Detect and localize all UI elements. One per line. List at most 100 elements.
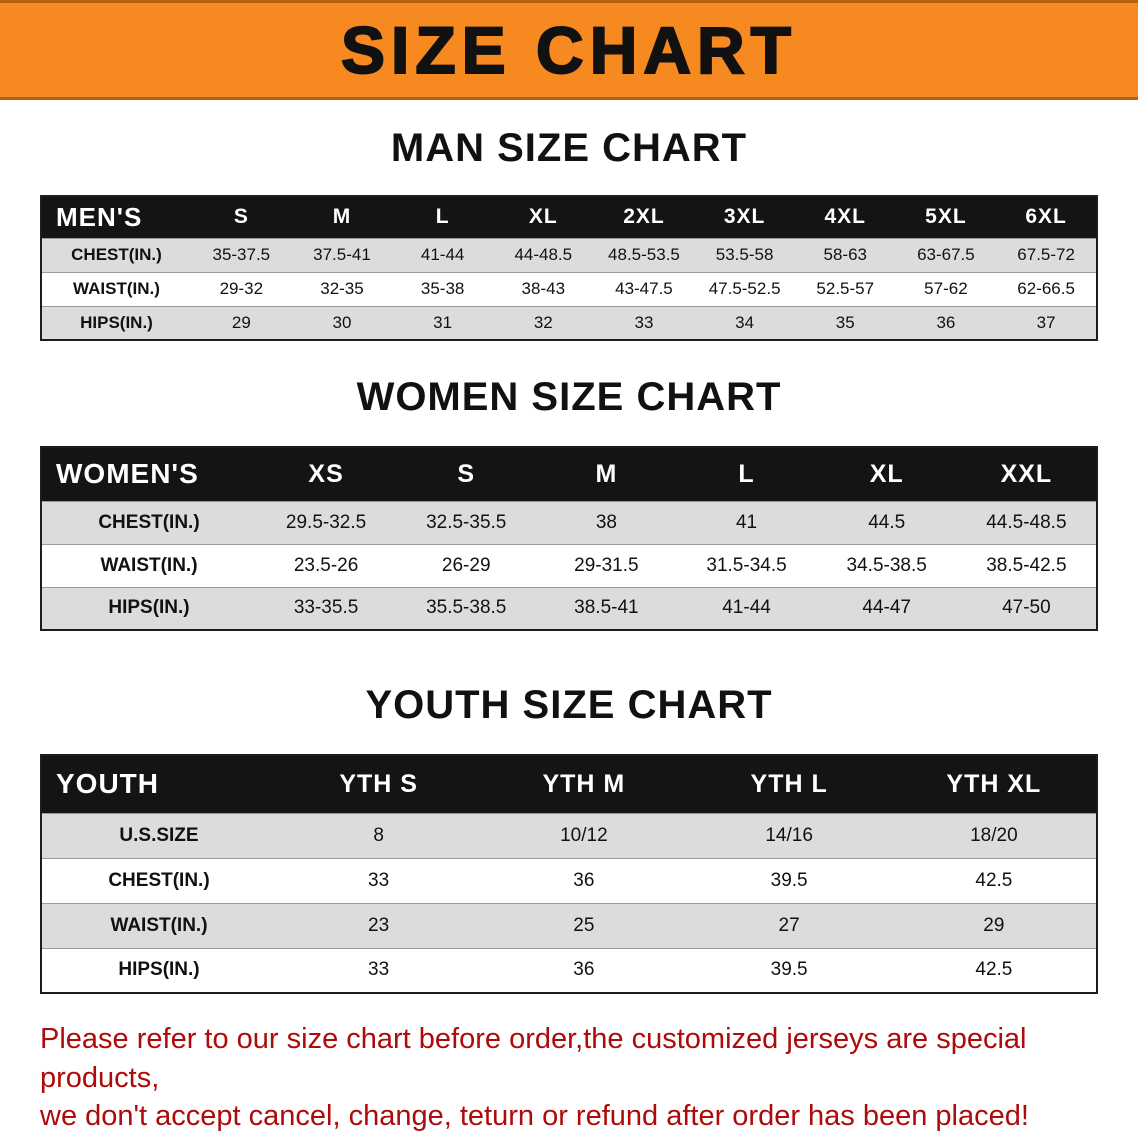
women-size-value-cell: 44-47 — [816, 586, 957, 630]
men-column-header: 4XL — [794, 196, 896, 238]
footer-notice: Please refer to our size chart before or… — [0, 994, 1138, 1136]
women-size-value-cell: 44.5 — [816, 500, 957, 544]
men-size-value-cell: 29-32 — [191, 271, 292, 306]
women-size-value-cell: 47-50 — [956, 586, 1097, 630]
women-row-label: WAIST(IN.) — [41, 543, 256, 587]
men-size-value-cell: 53.5-58 — [694, 237, 795, 272]
women-size-table: WOMEN'S XS S M L XL XXL CHEST(IN.) 29.5-32.5 32.5… — [40, 446, 1098, 631]
men-table-row: WAIST(IN.) 29-32 32-35 35-38 38-43 43-47.5 47.… — [41, 271, 1097, 306]
youth-row-label: HIPS(IN.) — [41, 947, 276, 993]
men-size-value-cell: 32 — [492, 305, 594, 340]
youth-table-title: YOUTH — [41, 755, 276, 813]
men-size-value-cell: 67.5-72 — [996, 237, 1097, 272]
youth-column-header: YTH M — [481, 755, 687, 813]
youth-table-row: U.S.SIZE 8 10/12 14/16 18/20 — [41, 812, 1097, 858]
youth-size-table: YOUTH YTH S YTH M YTH L YTH XL U.S.SIZE 8 10/12… — [40, 754, 1098, 994]
women-table-row: HIPS(IN.) 33-35.5 35.5-38.5 38.5-41 41-44 44-… — [41, 586, 1097, 630]
men-column-header: XL — [492, 196, 594, 238]
men-column-header: L — [392, 196, 493, 238]
men-header-row: MEN'S S M L XL 2XL 3XL 4XL 5XL 6XL — [41, 196, 1097, 238]
youth-row-label: U.S.SIZE — [41, 812, 276, 858]
women-size-value-cell: 34.5-38.5 — [816, 543, 957, 587]
women-size-section: WOMEN SIZE CHART WOMEN'S XS S M L XL XXL CHEST(I… — [0, 375, 1138, 631]
youth-section-heading: YOUTH SIZE CHART — [365, 683, 773, 727]
men-size-value-cell: 31 — [392, 305, 493, 340]
women-size-value-cell: 38.5-41 — [536, 586, 677, 630]
women-column-header: XS — [256, 447, 397, 501]
youth-row-label: CHEST(IN.) — [41, 857, 276, 903]
women-size-value-cell: 32.5-35.5 — [396, 500, 537, 544]
men-section-heading: MAN SIZE CHART — [390, 126, 748, 170]
youth-size-value-cell: 39.5 — [686, 857, 892, 903]
page-title: SIZE CHART — [340, 12, 797, 88]
women-size-value-cell: 41 — [676, 500, 817, 544]
men-size-value-cell: 37.5-41 — [291, 237, 393, 272]
men-row-label: WAIST(IN.) — [41, 271, 191, 306]
youth-size-value-cell: 8 — [276, 812, 482, 858]
men-size-value-cell: 47.5-52.5 — [694, 271, 795, 306]
banner: SIZE CHART — [0, 0, 1138, 100]
men-size-value-cell: 44-48.5 — [492, 237, 594, 272]
men-size-value-cell: 62-66.5 — [996, 271, 1097, 306]
notice-line-2: we don't accept cancel, change, teturn o… — [40, 1100, 1029, 1133]
youth-size-value-cell: 29 — [891, 902, 1097, 948]
youth-size-value-cell: 23 — [276, 902, 482, 948]
men-column-header: 5XL — [895, 196, 997, 238]
men-size-value-cell: 33 — [593, 305, 695, 340]
men-column-header: 6XL — [996, 196, 1097, 238]
women-size-value-cell: 29.5-32.5 — [256, 500, 397, 544]
youth-size-value-cell: 14/16 — [686, 812, 892, 858]
women-size-value-cell: 38.5-42.5 — [956, 543, 1097, 587]
men-table-title: MEN'S — [41, 196, 191, 238]
women-column-header: L — [676, 447, 817, 501]
men-size-table: MEN'S S M L XL 2XL 3XL 4XL 5XL 6XL CHEST(IN.) 35-37… — [40, 195, 1098, 341]
men-column-header: M — [291, 196, 393, 238]
men-table-row: CHEST(IN.) 35-37.5 37.5-41 41-44 44-48.5 48.5… — [41, 237, 1097, 272]
women-size-value-cell: 23.5-26 — [256, 543, 397, 587]
men-size-value-cell: 48.5-53.5 — [593, 237, 695, 272]
youth-column-header: YTH S — [276, 755, 482, 813]
youth-size-value-cell: 18/20 — [891, 812, 1097, 858]
women-header-row: WOMEN'S XS S M L XL XXL — [41, 447, 1097, 501]
men-size-value-cell: 30 — [291, 305, 393, 340]
women-size-value-cell: 33-35.5 — [256, 586, 397, 630]
youth-column-header: YTH L — [686, 755, 892, 813]
youth-table-row: CHEST(IN.) 33 36 39.5 42.5 — [41, 857, 1097, 903]
youth-size-value-cell: 36 — [481, 857, 687, 903]
men-size-value-cell: 57-62 — [895, 271, 997, 306]
youth-row-label: WAIST(IN.) — [41, 902, 276, 948]
youth-size-value-cell: 33 — [276, 947, 482, 993]
size-chart-sections: MAN SIZE CHART MEN'S S M L XL 2XL 3XL 4XL 5XL 6XL C… — [0, 126, 1138, 994]
women-size-value-cell: 26-29 — [396, 543, 537, 587]
men-size-value-cell: 41-44 — [392, 237, 493, 272]
women-row-label: HIPS(IN.) — [41, 586, 256, 630]
men-row-label: HIPS(IN.) — [41, 305, 191, 340]
youth-header-row: YOUTH YTH S YTH M YTH L YTH XL — [41, 755, 1097, 813]
women-size-value-cell: 35.5-38.5 — [396, 586, 537, 630]
men-size-section: MAN SIZE CHART MEN'S S M L XL 2XL 3XL 4XL 5XL 6XL C… — [0, 126, 1138, 341]
women-size-value-cell: 44.5-48.5 — [956, 500, 1097, 544]
women-table-row: CHEST(IN.) 29.5-32.5 32.5-35.5 38 41 44.5 44.5… — [41, 500, 1097, 544]
men-size-value-cell: 43-47.5 — [593, 271, 695, 306]
men-size-value-cell: 32-35 — [291, 271, 393, 306]
men-size-value-cell: 52.5-57 — [794, 271, 896, 306]
women-size-value-cell: 38 — [536, 500, 677, 544]
men-size-value-cell: 63-67.5 — [895, 237, 997, 272]
women-size-value-cell: 41-44 — [676, 586, 817, 630]
women-row-label: CHEST(IN.) — [41, 500, 256, 544]
men-column-header: S — [191, 196, 292, 238]
youth-size-value-cell: 27 — [686, 902, 892, 948]
women-column-header: XL — [816, 447, 957, 501]
youth-size-value-cell: 25 — [481, 902, 687, 948]
youth-size-value-cell: 36 — [481, 947, 687, 993]
youth-size-value-cell: 39.5 — [686, 947, 892, 993]
youth-size-value-cell: 42.5 — [891, 857, 1097, 903]
youth-size-section: YOUTH SIZE CHART YOUTH YTH S YTH M YTH L YTH … — [0, 683, 1138, 994]
youth-size-value-cell: 33 — [276, 857, 482, 903]
men-size-value-cell: 35 — [794, 305, 896, 340]
women-column-header: S — [396, 447, 537, 501]
youth-column-header: YTH XL — [891, 755, 1097, 813]
notice-line-1: Please refer to our size chart before or… — [40, 1023, 1027, 1094]
men-column-header: 3XL — [694, 196, 795, 238]
